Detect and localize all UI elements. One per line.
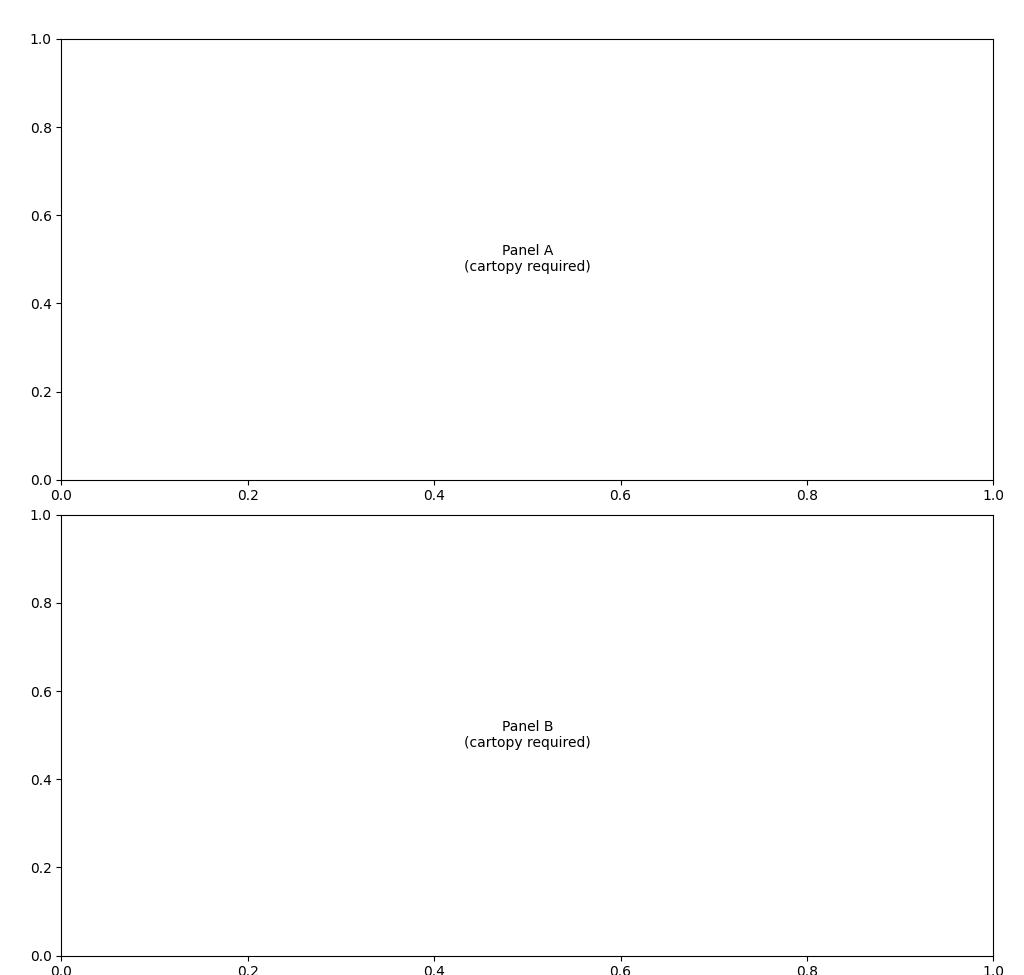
Text: Panel B
(cartopy required): Panel B (cartopy required) <box>464 721 591 751</box>
Text: Panel A
(cartopy required): Panel A (cartopy required) <box>464 244 591 274</box>
